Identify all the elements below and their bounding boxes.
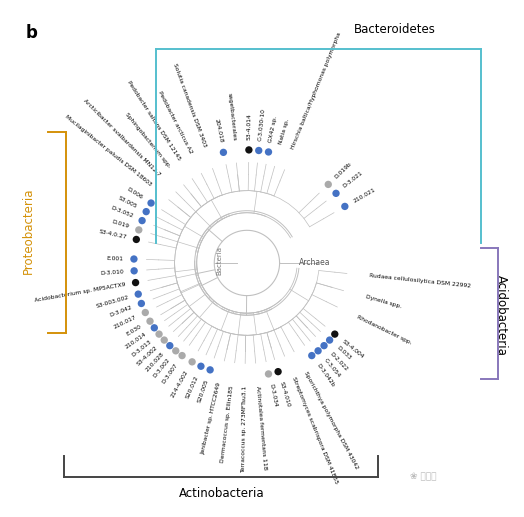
Text: 53-4.014: 53-4.014: [247, 113, 252, 140]
Point: [130, 255, 138, 263]
Point: [314, 347, 322, 355]
Text: D-3.010: D-3.010: [100, 269, 124, 276]
Text: D-3.021: D-3.021: [342, 171, 364, 189]
Text: S20.005: S20.005: [196, 378, 209, 403]
Text: D-3.007: D-3.007: [161, 362, 178, 385]
Text: Bacteroidetes: Bacteroidetes: [354, 23, 435, 36]
Point: [331, 330, 339, 338]
Point: [150, 324, 158, 332]
Point: [332, 189, 340, 197]
Text: Janibacter sp. HTCC2649: Janibacter sp. HTCC2649: [200, 383, 222, 455]
Text: Acidobacterium sp. MP5ACTX9: Acidobacterium sp. MP5ACTX9: [34, 282, 126, 303]
Text: Sporichthya polymorpha DSM 43042: Sporichthya polymorpha DSM 43042: [302, 371, 358, 470]
Text: S3-4.010: S3-4.010: [278, 381, 291, 407]
Text: D.019: D.019: [112, 219, 130, 230]
Point: [341, 202, 349, 210]
Point: [264, 148, 272, 156]
Point: [142, 207, 150, 216]
Text: Mucilaginibacter paludis DSM 18603: Mucilaginibacter paludis DSM 18603: [64, 114, 153, 188]
Text: C-3.054: C-3.054: [322, 357, 341, 378]
Point: [188, 358, 196, 366]
Text: 210.017: 210.017: [113, 315, 137, 330]
Text: 214-4.002: 214-4.002: [170, 370, 189, 399]
Text: GX42 sp.: GX42 sp.: [268, 115, 278, 143]
Point: [219, 148, 227, 157]
Point: [160, 336, 168, 344]
Text: 204.018: 204.018: [214, 118, 224, 143]
Text: Natia sp.: Natia sp.: [278, 118, 291, 145]
Text: S3-4.0.27: S3-4.0.27: [98, 229, 127, 240]
Text: ❀ 微生太: ❀ 微生太: [410, 472, 436, 481]
Point: [138, 217, 146, 225]
Point: [324, 180, 332, 189]
Text: S3-003.002: S3-003.002: [95, 295, 129, 309]
Text: Arcticibacter svalbardensis MN12-7: Arcticibacter svalbardensis MN12-7: [82, 99, 161, 178]
Point: [132, 235, 140, 244]
Point: [206, 366, 214, 374]
Text: Dynella spp.: Dynella spp.: [365, 295, 402, 310]
Text: E.001: E.001: [107, 255, 124, 261]
Point: [171, 347, 180, 355]
Text: E.030: E.030: [126, 324, 143, 337]
Point: [245, 146, 253, 154]
Text: Bacteria: Bacteria: [216, 246, 222, 275]
Point: [134, 290, 143, 298]
Point: [320, 342, 328, 350]
Point: [141, 308, 149, 316]
Point: [196, 362, 205, 370]
Text: Actinobacteria: Actinobacteria: [179, 486, 265, 499]
Text: Streptomyces scabrispora DSM 41855: Streptomyces scabrispora DSM 41855: [291, 376, 339, 484]
Text: D-3.013: D-3.013: [131, 339, 153, 357]
Point: [255, 146, 263, 155]
Text: 210.021: 210.021: [352, 187, 376, 204]
Point: [147, 199, 155, 207]
Text: D.019b: D.019b: [334, 161, 353, 179]
Text: S3-4.002: S3-4.002: [136, 345, 159, 367]
Point: [178, 352, 186, 360]
Point: [130, 267, 138, 275]
Text: 210.014: 210.014: [124, 331, 147, 350]
Text: Acidobacteria: Acidobacteria: [495, 275, 508, 356]
Text: D-3.052: D-3.052: [110, 206, 134, 219]
Text: Hirschia baltica/Hyphomonas polymorpha: Hirschia baltica/Hyphomonas polymorpha: [291, 31, 343, 150]
Point: [325, 336, 334, 344]
Point: [146, 317, 154, 325]
Text: Solutia canadensis DSM 3403: Solutia canadensis DSM 3403: [172, 63, 207, 148]
Text: Proteobacteria: Proteobacteria: [22, 187, 35, 273]
Text: D-3.042: D-3.042: [109, 305, 133, 318]
Text: Terracoccus sp. 273MFTsu3.1: Terracoccus sp. 273MFTsu3.1: [241, 386, 247, 474]
Text: D-3.034: D-3.034: [268, 383, 277, 407]
Text: D-3.002: D-3.002: [152, 357, 171, 378]
Point: [155, 330, 163, 338]
Point: [166, 342, 174, 350]
Text: b: b: [26, 24, 38, 42]
Text: D.006: D.006: [126, 186, 144, 200]
Text: D-3.042b: D-3.042b: [315, 362, 335, 388]
Point: [264, 370, 272, 378]
Text: C-3.030-10: C-3.030-10: [257, 108, 266, 141]
Text: Rhodanobacter spp.: Rhodanobacter spp.: [356, 315, 413, 346]
Point: [132, 279, 140, 287]
Text: Rudaea cellulosilytica DSM 22992: Rudaea cellulosilytica DSM 22992: [369, 273, 471, 289]
Text: 210.028: 210.028: [144, 351, 165, 373]
Point: [274, 368, 282, 376]
Text: sagetbacterales: sagetbacterales: [226, 92, 236, 141]
Point: [137, 299, 146, 308]
Text: Pedobacter arcticus A2: Pedobacter arcticus A2: [157, 90, 193, 155]
Text: D-2.022: D-2.022: [329, 351, 349, 372]
Point: [308, 352, 316, 360]
Point: [135, 226, 143, 234]
Text: Pedobacter saltans DSM 12145: Pedobacter saltans DSM 12145: [127, 80, 182, 161]
Text: Dermacoccus sp. Ellin185: Dermacoccus sp. Ellin185: [220, 385, 234, 463]
Text: D.033: D.033: [335, 345, 352, 361]
Text: Actinotalea fermentans 11B: Actinotalea fermentans 11B: [255, 385, 267, 470]
Text: Sphingobacterium spp.: Sphingobacterium spp.: [124, 112, 171, 169]
Text: Archaea: Archaea: [299, 258, 331, 267]
Text: S3.005: S3.005: [117, 195, 138, 209]
Text: S20.012: S20.012: [184, 374, 199, 399]
Text: S3-4.004: S3-4.004: [341, 339, 365, 359]
